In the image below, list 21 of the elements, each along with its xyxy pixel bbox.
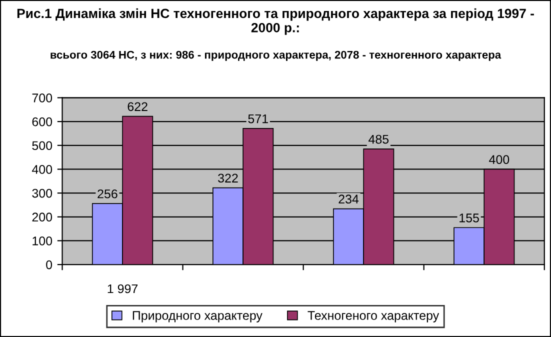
y-tick-label: 600 (32, 117, 52, 126)
data-label: 322 (218, 174, 238, 183)
data-label: 571 (248, 114, 268, 124)
data-label: 400 (489, 155, 510, 164)
data-label: 234 (338, 194, 359, 204)
y-tick-label: 400 (32, 165, 52, 174)
legend-label: Природного характеру (132, 311, 262, 322)
data-label: 485 (368, 134, 389, 144)
legend-label: Техногеного характеру (308, 311, 440, 322)
y-tick-label: 200 (32, 212, 52, 222)
chart-title: Рис.1 Динаміка змін НС техногенного та природного характера за період 1997 - 2000 р.: (17, 8, 534, 35)
chart-subtitle: всього 3064 НС, з них: 986 - природного характера, 2078 - техногенного характера (50, 50, 502, 61)
data-label: 622 (128, 102, 148, 112)
x-tick-label: 1 997 (108, 284, 138, 294)
y-tick-label: 700 (32, 94, 52, 102)
y-tick-label: 0 (46, 260, 52, 270)
data-label: 256 (98, 189, 118, 198)
y-tick-label: 500 (32, 141, 52, 150)
y-tick-label: 100 (32, 236, 52, 246)
data-label: 155 (460, 214, 479, 222)
y-tick-label: 300 (32, 188, 52, 198)
